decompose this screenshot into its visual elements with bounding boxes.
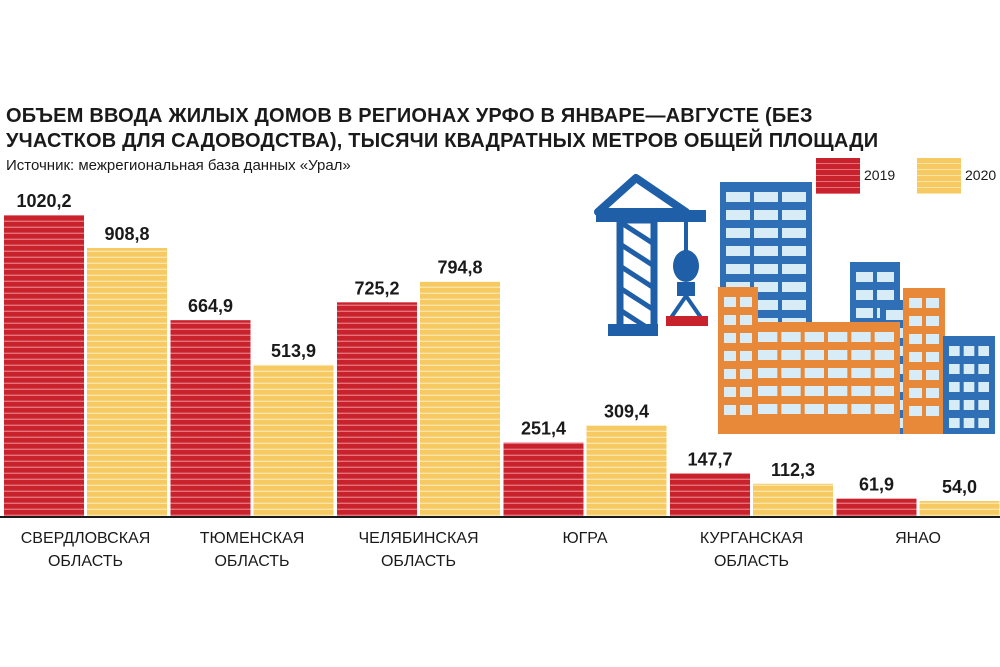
category-label-1-0: ТЮМЕНСКАЯ xyxy=(200,530,305,547)
crane-icon xyxy=(594,174,708,336)
value-label-2020-1: 513,9 xyxy=(271,341,316,361)
value-label-2019-0: 1020,2 xyxy=(16,191,71,211)
bar-2020-3 xyxy=(586,425,667,517)
category-label-1-1: ОБЛАСТЬ xyxy=(214,553,289,570)
value-label-2019-3: 251,4 xyxy=(521,419,566,439)
bar-2020-5 xyxy=(919,501,1000,517)
category-label-2-1: ОБЛАСТЬ xyxy=(381,553,456,570)
category-label-0-0: СВЕРДЛОВСКАЯ xyxy=(21,530,151,547)
category-label-0-1: ОБЛАСТЬ xyxy=(48,553,123,570)
bar-2019-4 xyxy=(670,473,750,517)
category-label-5-0: ЯНАО xyxy=(895,530,941,547)
legend-swatch-2019 xyxy=(816,158,860,194)
right-blue-building xyxy=(943,336,995,434)
chart-title: ОБЪЕМ ВВОДА ЖИЛЫХ ДОМОВ В РЕГИОНАХ УРФО … xyxy=(6,105,879,152)
orange-side-building xyxy=(718,287,758,434)
chart-source: Источник: межрегиональная база данных «У… xyxy=(6,157,351,174)
bar-2019-3 xyxy=(503,442,584,517)
value-labels-group: 1020,2 908,8 664,9 513,9 725,2 794,8 251,4 309,… xyxy=(16,191,977,497)
legend-label-2020: 2020 xyxy=(965,167,997,183)
bar-2020-2 xyxy=(420,281,500,517)
value-label-2020-5: 54,0 xyxy=(942,477,977,497)
legend-swatch-2020 xyxy=(917,158,961,194)
value-label-2020-0: 908,8 xyxy=(104,224,149,244)
bar-2020-0 xyxy=(87,247,167,517)
bar-2019-0 xyxy=(4,215,84,517)
category-label-2-0: ЧЕЛЯБИНСКАЯ xyxy=(358,530,478,547)
value-label-2020-4: 112,3 xyxy=(771,460,815,480)
orange-wide-building xyxy=(752,322,900,434)
category-label-3-0: ЮГРА xyxy=(562,530,607,547)
value-label-2020-3: 309,4 xyxy=(604,401,649,421)
value-label-2019-1: 664,9 xyxy=(188,296,233,316)
legend-label-2019: 2019 xyxy=(864,167,896,183)
bar-2019-2 xyxy=(337,302,417,517)
value-label-2019-4: 147,7 xyxy=(687,449,732,469)
bar-2019-5 xyxy=(836,498,917,517)
category-label-4-0: КУРГАНСКАЯ xyxy=(700,530,803,547)
value-label-2019-5: 61,9 xyxy=(859,475,894,495)
bar-2019-1 xyxy=(170,320,251,517)
category-labels-group: СВЕРДЛОВСКАЯ ОБЛАСТЬ ТЮМЕНСКАЯ ОБЛАСТЬ ЧЕЛЯБ… xyxy=(21,530,941,570)
bar-2020-1 xyxy=(253,364,334,517)
orange-tower-building xyxy=(903,288,945,434)
bar-2020-4 xyxy=(753,483,833,517)
value-label-2019-2: 725,2 xyxy=(354,278,399,298)
construction-illustration xyxy=(594,174,995,434)
bars-group xyxy=(4,215,1000,517)
category-label-4-1: ОБЛАСТЬ xyxy=(714,553,789,570)
value-label-2020-2: 794,8 xyxy=(437,258,482,278)
